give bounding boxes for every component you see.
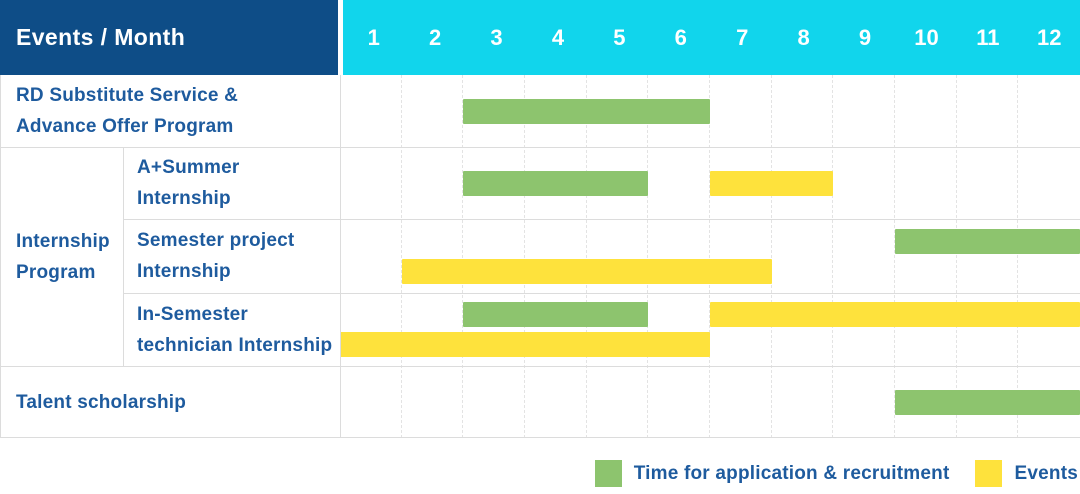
row-label-line: Advance Offer Program [16,116,234,137]
month-tick-6: 6 [674,24,687,50]
legend: Time for application & recruitment Event… [594,460,1078,487]
table-bottom-border [0,437,1080,438]
gantt-bar-application [895,228,1080,254]
row-label-line: Semester project [137,230,295,251]
table-left-border [0,75,1,438]
month-gridline-column [710,75,772,438]
bar-line [340,258,1080,284]
legend-swatch-application-green [594,460,622,487]
group-label-line: Internship [16,230,110,252]
bar-line [340,389,1080,415]
plot-row-in-semester-technician [340,293,1080,366]
month-tick-2: 2 [428,24,442,50]
row-separator [123,219,1080,220]
month-gridline-column [463,75,525,438]
bar-line [340,228,1080,254]
month-gridline-column [833,75,895,438]
month-tick-3: 3 [490,24,503,50]
month-tick-10: 10 [914,24,939,50]
row-label-a-plus-summer: A+Summer Internship [124,147,338,219]
label-column-divider [340,75,341,438]
group-column-divider [123,147,124,366]
month-tick-5: 5 [613,24,626,50]
gantt-bar-events [401,258,772,284]
row-label-rd-substitute: RD Substitute Service & Advance Offer Pr… [0,75,338,147]
month-header-row: 1 2 3 4 5 6 7 8 9 10 11 12 [343,0,1080,75]
row-label-line: Internship [137,261,231,282]
month-tick-8: 8 [797,24,810,50]
row-label-talent-scholarship: Talent scholarship [0,366,338,438]
legend-label-events: Events [1014,462,1078,484]
month-tick-4: 4 [551,24,565,50]
corner-header-cell: Events / Month [0,0,338,75]
gantt-bar-application [463,302,649,327]
gantt-bar-application [463,98,710,124]
bar-line [340,170,1080,196]
row-label-line: RD Substitute Service & [16,85,239,106]
plot-row-a-plus-summer [340,147,1080,219]
gantt-bar-application [895,389,1080,415]
row-separator [0,366,1080,367]
bar-line [340,332,1080,357]
month-gridline-column [525,75,587,438]
gantt-bar-events [710,170,834,196]
row-label-line: Talent scholarship [16,391,187,413]
legend-swatch-events-yellow [975,460,1003,487]
month-tick-12: 12 [1037,24,1062,50]
group-label-line: Program [16,261,96,283]
row-label-line: In-Semester [137,303,248,325]
row-separator [0,147,1080,148]
corner-header-label: Events / Month [16,24,186,50]
month-gridline-column [957,75,1019,438]
month-tick-1: 1 [367,24,380,50]
row-label-line: technician Internship [137,334,333,356]
row-label-in-semester-technician: In-Semester technician Internship [124,293,338,366]
row-label-line: Internship [137,188,231,209]
month-gridline-column [587,75,649,438]
gantt-bar-application [463,170,649,196]
group-label-internship-program: Internship Program [0,147,121,366]
legend-label-application: Time for application & recruitment [633,462,950,484]
month-grid [340,75,1080,438]
month-gridline-column [648,75,710,438]
month-gridline-column [340,75,402,438]
gantt-bar-events [710,302,1080,327]
month-gridline-column [895,75,957,438]
row-label-line: A+Summer [137,157,240,178]
plot-row-rd-substitute [340,75,1080,147]
plot-row-talent-scholarship [340,366,1080,438]
gantt-bar-events [340,332,710,357]
row-label-semester-project: Semester project Internship [124,219,338,293]
month-tick-7: 7 [736,24,749,50]
bar-line [340,98,1080,124]
plot-row-semester-project [340,219,1080,293]
month-tick-11: 11 [976,24,1000,50]
bar-line [340,302,1080,327]
row-separator [123,293,1080,294]
month-tick-9: 9 [858,24,872,50]
month-gridline-column [772,75,834,438]
month-gridline-column [402,75,464,438]
